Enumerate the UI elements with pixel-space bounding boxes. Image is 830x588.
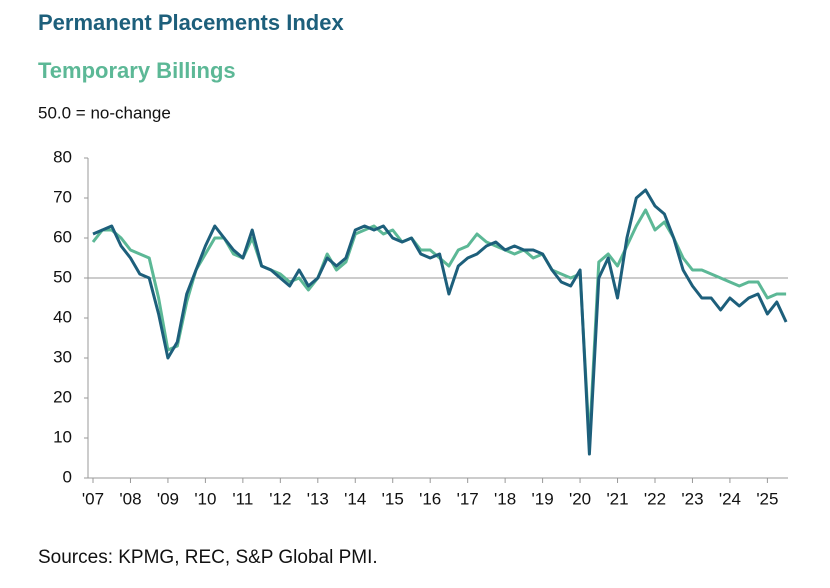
series-line bbox=[92, 188, 788, 456]
x-tick-label: '18 bbox=[494, 489, 516, 508]
x-tick-label: '19 bbox=[532, 489, 554, 508]
x-tick-label: '14 bbox=[344, 489, 366, 508]
series-line bbox=[91, 208, 787, 444]
source: Sources: KPMG, REC, S&P Global PMI. bbox=[38, 547, 378, 568]
x-tick-label: '21 bbox=[606, 489, 628, 508]
y-tick-label: 50 bbox=[53, 267, 72, 286]
y-tick-label: 10 bbox=[53, 427, 72, 446]
x-tick-label: '15 bbox=[382, 489, 404, 508]
x-tick-label: '12 bbox=[269, 489, 291, 508]
x-tick-label: '16 bbox=[419, 489, 441, 508]
y-tick-label: 70 bbox=[53, 187, 72, 206]
x-tick-label: '24 bbox=[719, 489, 741, 508]
legend-entry: Temporary Billings bbox=[38, 58, 236, 83]
y-tick-label: 80 bbox=[53, 147, 72, 166]
x-tick-label: '07 bbox=[82, 489, 104, 508]
x-tick-label: '13 bbox=[307, 489, 329, 508]
x-tick-label: '20 bbox=[569, 489, 591, 508]
y-tick-label: 0 bbox=[63, 467, 72, 486]
y-tick-label: 30 bbox=[53, 347, 72, 366]
x-tick-label: '25 bbox=[756, 489, 778, 508]
x-tick-label: '17 bbox=[457, 489, 479, 508]
y-tick-label: 20 bbox=[53, 387, 72, 406]
x-tick-label: '23 bbox=[681, 489, 703, 508]
x-tick-label: '22 bbox=[644, 489, 666, 508]
y-tick-label: 60 bbox=[53, 227, 72, 246]
x-tick-label: '09 bbox=[157, 489, 179, 508]
x-tick-label: '08 bbox=[119, 489, 141, 508]
subtitle: 50.0 = no-change bbox=[38, 103, 171, 122]
y-tick-label: 40 bbox=[53, 307, 72, 326]
x-tick-label: '11 bbox=[232, 489, 253, 508]
legend-entry: Permanent Placements Index bbox=[38, 10, 344, 35]
x-tick-label: '10 bbox=[194, 489, 216, 508]
